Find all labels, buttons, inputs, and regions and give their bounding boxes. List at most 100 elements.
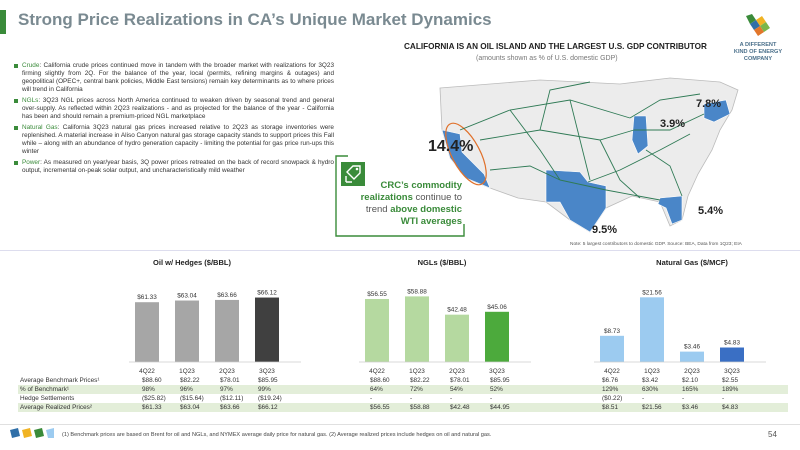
bullet-ngls: NGLs: 3Q23 NGL prices across North Ameri… — [14, 97, 334, 121]
bar-2Q23 — [215, 299, 239, 362]
bar-1Q23 — [405, 296, 429, 362]
commentary-bullets: Crude: California crude prices continued… — [14, 62, 334, 178]
gas-chart-title: Natural Gas ($/MCF) — [656, 258, 728, 267]
oil-cell: $66.12 — [258, 404, 278, 411]
bar-value-label: $42.48 — [447, 307, 467, 314]
company-logo: A DIFFERENT KIND OF ENERGY COMPANY — [734, 14, 782, 62]
oil-cell: ($25.82) — [142, 395, 166, 402]
oil-cell: 97% — [220, 386, 233, 393]
crc-line-4: WTI averages — [400, 216, 462, 227]
logo-line-2: KIND OF ENERGY — [734, 49, 782, 55]
ngl-cell: 64% — [370, 386, 383, 393]
gas-cell: 129% — [602, 386, 619, 393]
page-title: Strong Price Realizations in CA’s Unique… — [18, 10, 492, 29]
ngl-cell: 54% — [450, 386, 463, 393]
logo-line-3: COMPANY — [744, 56, 772, 62]
oil-bar-chart: $61.33 4Q22 $63.04 1Q23 $63.66 2Q23 $66.12 3Q23 — [129, 290, 301, 375]
category-label: 3Q23 — [489, 368, 505, 375]
gas-cell: $4.83 — [722, 404, 738, 411]
table-row: Average Benchmark Prices¹ $88.60 $82.22 $78… — [18, 376, 788, 385]
oil-cell: 96% — [180, 386, 193, 393]
bar-4Q22 — [135, 302, 159, 362]
footer-logo-mark — [10, 428, 54, 438]
crc-line-2b: continue to — [412, 192, 463, 203]
ngl-cell: $88.60 — [370, 377, 390, 384]
oil-cell: $63.04 — [180, 404, 200, 411]
oil-cell: $61.33 — [142, 404, 162, 411]
pct-california: 14.4% — [428, 138, 474, 155]
pct-illinois: 3.9% — [660, 118, 686, 130]
logo-line-1: A DIFFERENT — [740, 42, 777, 48]
bar-4Q22 — [365, 298, 389, 362]
ngl-cell: - — [370, 395, 373, 402]
gas-cell: ($0.22) — [602, 395, 623, 402]
bar-3Q23 — [255, 297, 279, 362]
map-title: CALIFORNIA IS AN OIL ISLAND AND THE LARG… — [404, 42, 707, 51]
california-state — [441, 129, 491, 189]
bar-1Q23 — [175, 300, 199, 362]
oil-cell: ($19.24) — [258, 395, 282, 402]
bar-value-label: $8.73 — [604, 328, 620, 335]
oil-cell: $82.22 — [180, 377, 200, 384]
bar-2Q23 — [445, 314, 469, 362]
ngl-cell: $56.55 — [370, 404, 390, 411]
bar-4Q22 — [600, 335, 624, 362]
bar-value-label: $45.06 — [487, 304, 507, 311]
bullet-text: : California 3Q23 natural gas prices inc… — [22, 124, 334, 155]
category-label: 4Q22 — [139, 368, 155, 375]
bar-value-label: $66.12 — [257, 290, 277, 297]
category-label: 1Q23 — [179, 368, 195, 375]
category-label: 4Q22 — [604, 368, 620, 375]
new-york-state — [703, 99, 731, 123]
bullet-label: Natural Gas — [22, 124, 58, 131]
gas-cell: 189% — [722, 386, 739, 393]
crc-line-3: trend — [365, 204, 391, 215]
gas-cell: - — [682, 395, 685, 402]
logo-mark — [746, 14, 770, 36]
ngl-cell: - — [410, 395, 413, 402]
row-label: Average Realized Prices² — [20, 404, 92, 411]
ngl-cell: $78.01 — [450, 377, 470, 384]
bullet-text: : As measured on year/year basis, 3Q pow… — [22, 159, 334, 174]
price-tag-icon — [341, 162, 365, 186]
gas-cell: $2.55 — [722, 377, 738, 384]
us-pipeline-map — [439, 77, 739, 233]
bullet-natural-gas: Natural Gas: California 3Q23 natural gas… — [14, 124, 334, 156]
map-subtitle: (amounts shown as % of U.S. domestic GDP… — [476, 55, 618, 62]
texas-state — [545, 169, 607, 233]
pipeline-lines — [459, 81, 705, 201]
table-row: Hedge Settlements ($25.82) ($15.64) ($12.11… — [18, 394, 788, 403]
oil-cell: ($15.64) — [180, 395, 204, 402]
ngl-cell: $58.88 — [410, 404, 430, 411]
crc-line-3b: above domestic — [390, 204, 462, 215]
oil-cell: $78.01 — [220, 377, 240, 384]
gas-cell: $8.51 — [602, 404, 618, 411]
ngl-cell: $42.48 — [450, 404, 470, 411]
bar-value-label: $58.88 — [407, 288, 427, 295]
ngl-chart-title: NGLs ($/BBL) — [417, 258, 467, 267]
page-number: 54 — [768, 430, 777, 439]
table-row: Average Realized Prices² $61.33 $63.04 $63.… — [18, 403, 788, 412]
ngl-cell: 72% — [410, 386, 423, 393]
bar-3Q23 — [720, 347, 744, 362]
bullet-text: : 3Q23 NGL prices across North America c… — [22, 97, 334, 120]
bar-value-label: $21.56 — [642, 289, 662, 296]
bullet-label: Crude — [22, 62, 40, 69]
pct-florida: 5.4% — [698, 205, 724, 217]
category-label: 2Q23 — [219, 368, 235, 375]
row-label: Average Benchmark Prices¹ — [20, 377, 100, 384]
title-accent-bar — [0, 10, 6, 34]
bar-1Q23 — [640, 297, 664, 362]
gas-cell: 630% — [642, 386, 659, 393]
footnote: (1) Benchmark prices are based on Brent … — [62, 432, 492, 438]
bullet-power: Power: As measured on year/year basis, 3… — [14, 159, 334, 175]
ngl-cell: $44.95 — [490, 404, 510, 411]
gas-cell: $2.10 — [682, 377, 698, 384]
category-label: 2Q23 — [449, 368, 465, 375]
gas-cell: $3.46 — [682, 404, 698, 411]
category-label: 2Q23 — [684, 368, 700, 375]
oil-cell: $63.66 — [220, 404, 240, 411]
oil-cell: $85.95 — [258, 377, 278, 384]
category-label: 4Q22 — [369, 368, 385, 375]
bar-value-label: $4.83 — [724, 340, 740, 347]
